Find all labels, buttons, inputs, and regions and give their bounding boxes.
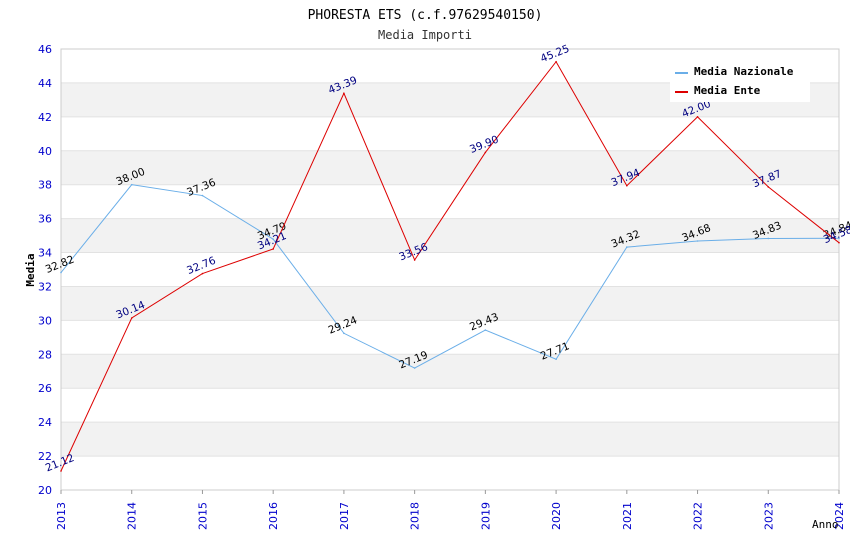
- grid-band: [61, 354, 839, 389]
- chart-title: PHORESTA ETS (c.f.97629540150): [308, 8, 543, 23]
- x-tick-label: 2015: [196, 502, 209, 530]
- x-tick-label: 2022: [692, 502, 705, 530]
- data-point-media-nazionale: [555, 358, 557, 361]
- y-tick-label: 46: [38, 43, 52, 56]
- data-point-media-nazionale: [272, 238, 274, 240]
- series-line-media-ente: [60, 60, 840, 472]
- grid-band: [61, 218, 839, 253]
- plot-frame: [60, 48, 840, 491]
- data-point-media-nazionale: [201, 194, 204, 197]
- y-tick-label: 24: [38, 416, 52, 429]
- y-tick-label: 44: [38, 77, 52, 90]
- data-point-media-nazionale: [767, 237, 770, 240]
- x-tick-label: 2017: [338, 502, 351, 530]
- x-tick-label: 2013: [55, 502, 68, 530]
- x-axis-ticks: 2013 2014 2015 2016 2017 2018 2019 2020 2021 2022…: [55, 490, 846, 530]
- data-point-media-ente: [130, 317, 133, 319]
- data-point-media-ente: [484, 151, 487, 154]
- data-point-media-nazionale: [484, 329, 487, 331]
- x-tick-label: 2018: [409, 502, 422, 530]
- y-axis-ticks: 20 22 24 26 28 30 32 34 36 38 40 42 44 46: [38, 43, 52, 497]
- data-point-media-nazionale: [60, 271, 62, 274]
- grid-bands: [61, 82, 839, 457]
- data-point-media-nazionale: [838, 237, 840, 240]
- y-tick-label: 34: [38, 247, 52, 260]
- data-point-media-nazionale: [626, 246, 628, 248]
- legend-label-media-ente: Media Ente: [694, 84, 761, 97]
- data-point-media-ente: [343, 92, 345, 95]
- data-point-media-ente: [767, 186, 770, 188]
- y-tick-label: 42: [38, 111, 52, 124]
- data-point-media-ente: [60, 470, 62, 472]
- y-tick-label: 32: [38, 280, 52, 293]
- y-tick-label: 30: [38, 314, 52, 327]
- x-tick-label: 2019: [479, 502, 492, 530]
- x-axis-label: Anno: [812, 518, 839, 531]
- legend: Media Nazionale Media Ente: [670, 60, 810, 102]
- x-tick-label: 2014: [126, 502, 139, 530]
- grid-band: [61, 422, 839, 457]
- y-tick-label: 28: [38, 348, 52, 361]
- grid-band: [61, 286, 839, 321]
- data-point-media-nazionale: [696, 240, 699, 242]
- y-axis-label: Media: [24, 253, 37, 286]
- y-tick-label: 40: [38, 145, 52, 158]
- x-tick-label: 2020: [550, 502, 563, 530]
- data-point-media-ente: [696, 116, 699, 118]
- grid-band: [61, 150, 839, 185]
- y-tick-label: 38: [38, 179, 52, 192]
- data-point-media-ente: [413, 259, 416, 261]
- data-point-media-ente: [838, 241, 840, 244]
- data-point-media-nazionale: [130, 183, 133, 186]
- y-tick-label: 22: [38, 450, 52, 463]
- x-tick-label: 2021: [621, 502, 634, 530]
- data-point-media-nazionale: [343, 332, 345, 335]
- chart-subtitle: Media Importi: [378, 28, 472, 42]
- data-point-media-nazionale: [413, 367, 416, 369]
- legend-label-media-nazionale: Media Nazionale: [694, 65, 794, 78]
- data-point-media-ente: [201, 272, 204, 275]
- data-point-media-ente: [555, 60, 557, 63]
- y-tick-label: 26: [38, 382, 52, 395]
- y-tick-label: 20: [38, 484, 52, 497]
- x-tick-label: 2016: [267, 502, 280, 530]
- x-tick-label: 2024: [833, 502, 846, 530]
- data-point-media-ente: [272, 248, 274, 250]
- y-tick-label: 36: [38, 213, 52, 226]
- x-tick-label: 2023: [762, 502, 775, 530]
- series-line-media-nazionale: [60, 184, 840, 369]
- data-point-media-ente: [626, 184, 628, 187]
